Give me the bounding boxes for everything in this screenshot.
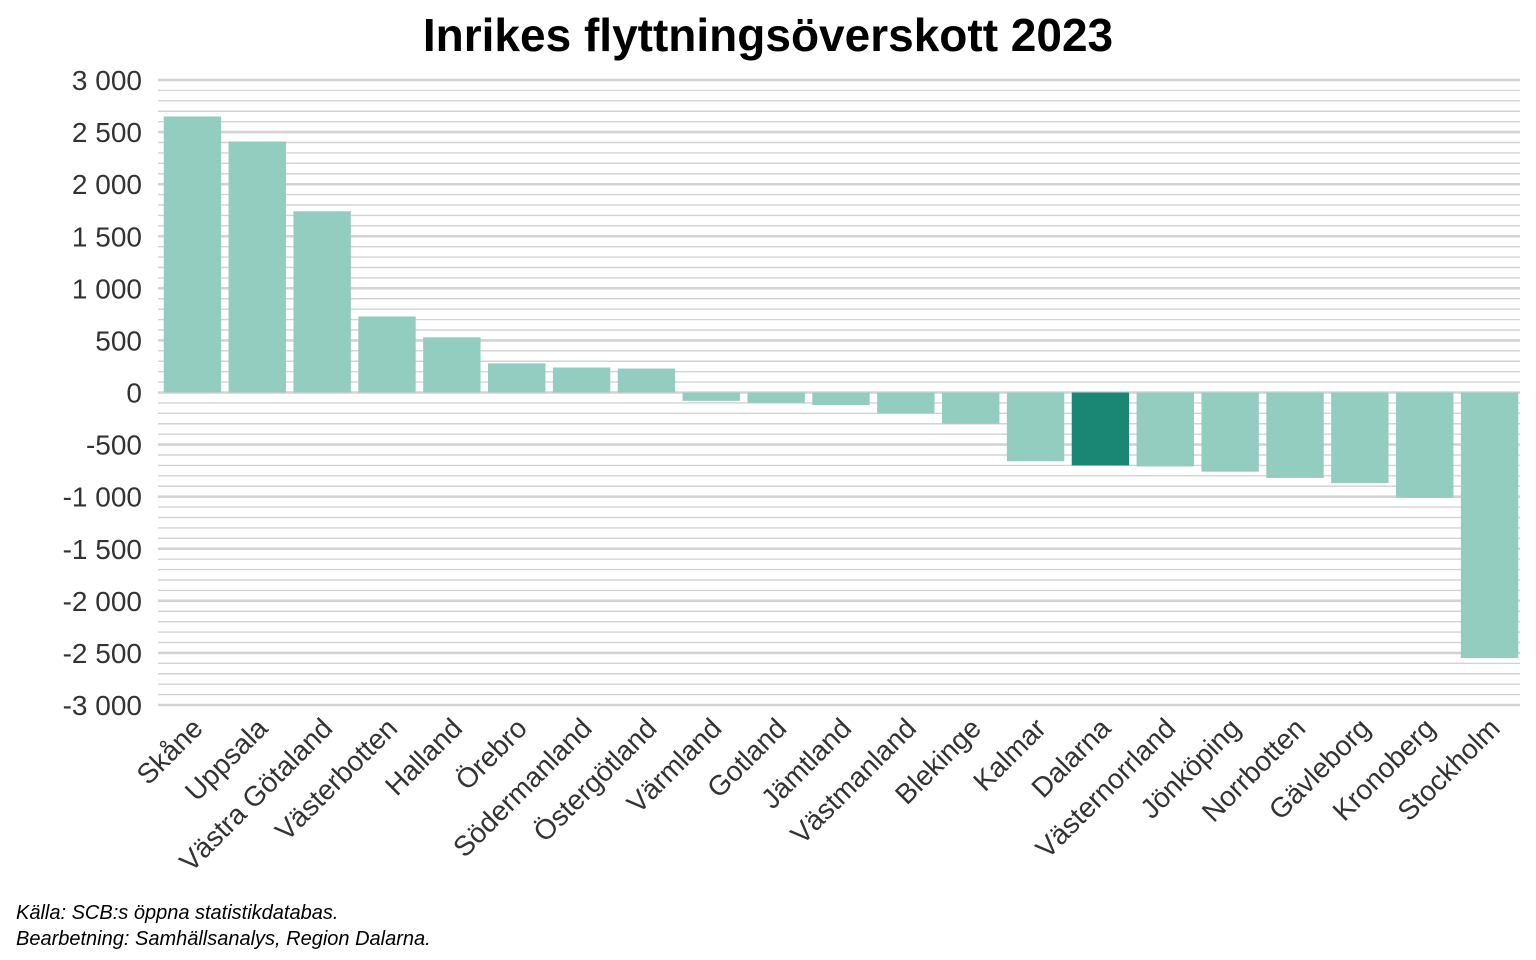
bar-dalarna <box>1071 392 1130 466</box>
y-tick-label: -3 000 <box>63 690 142 721</box>
bar-värmland <box>682 392 740 401</box>
bar-södermanland <box>552 367 611 393</box>
bar-kalmar <box>1006 392 1065 462</box>
y-tick-label: -1 500 <box>63 534 142 565</box>
bar-västerbotten <box>358 316 416 393</box>
y-tick-label: -500 <box>86 430 142 461</box>
y-tick-label: 1 000 <box>72 273 142 304</box>
bar-skåne <box>163 116 222 393</box>
bar-gotland <box>747 392 805 403</box>
bar-jämtland <box>812 392 870 405</box>
source-caption: Källa: SCB:s öppna statistikdatabas. <box>16 902 339 924</box>
y-tick-label: 2 500 <box>72 117 142 148</box>
y-tick-label: 1 500 <box>72 221 142 252</box>
y-tick-label: 0 <box>126 378 142 409</box>
y-tick-label: -1 000 <box>63 482 142 513</box>
chart-title: Inrikes flyttningsöverskott 2023 <box>422 9 1114 61</box>
bar-västmanland <box>877 392 935 414</box>
y-axis-tick-labels: 3 000 2 500 2 000 1 500 1 000 500 0 -500 -1 000 -… <box>63 65 142 721</box>
bar-västernorrland <box>1136 392 1194 467</box>
y-tick-label: -2 000 <box>63 586 142 617</box>
y-tick-label: 3 000 <box>72 65 142 96</box>
bar-örebro <box>488 363 546 393</box>
bar-gävleborg <box>1331 392 1389 484</box>
y-tick-label: -2 500 <box>63 638 142 669</box>
bar-norrbotten <box>1266 392 1324 478</box>
bar-östergötland <box>617 368 676 393</box>
bar-jönköping <box>1201 392 1259 472</box>
y-tick-label: 2 000 <box>72 169 142 200</box>
y-tick-label: 500 <box>95 325 142 356</box>
processing-caption: Bearbetning: Samhällsanalys, Region Dala… <box>16 928 431 950</box>
bars <box>163 116 1519 659</box>
bar-västra-götaland <box>293 211 351 393</box>
bar-uppsala <box>228 141 286 393</box>
bar-kronoberg <box>1396 392 1454 498</box>
bar-stockholm <box>1460 392 1519 659</box>
bar-blekinge <box>942 392 1000 424</box>
bar-halland <box>423 337 481 393</box>
